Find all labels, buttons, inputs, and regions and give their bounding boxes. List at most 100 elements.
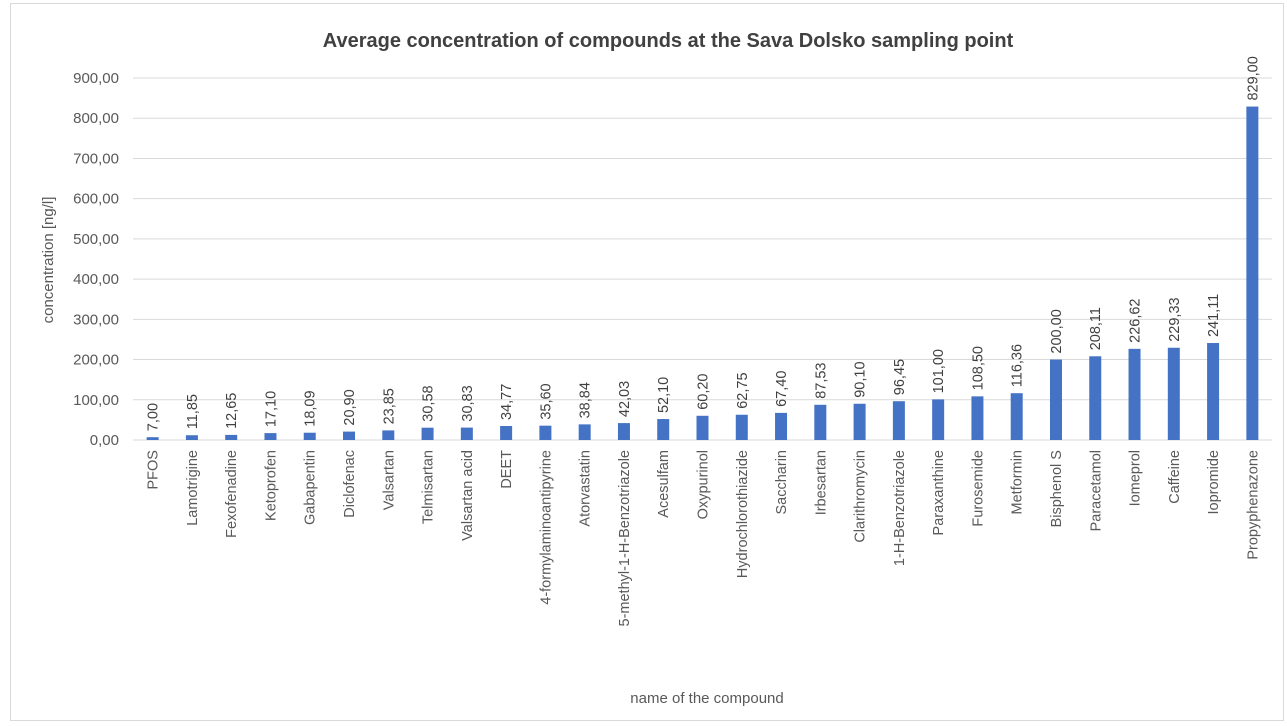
data-label: 67,40 bbox=[774, 371, 790, 407]
category-label: Hydrochlorothiazide bbox=[735, 450, 751, 578]
category-label: 1-H-Benzotriazole bbox=[892, 450, 908, 566]
y-tick-label: 100,00 bbox=[73, 392, 119, 409]
bar bbox=[696, 415, 709, 440]
chart-title: Average concentration of compounds at th… bbox=[323, 30, 1014, 52]
data-label: 42,03 bbox=[617, 381, 633, 417]
data-label: 87,53 bbox=[813, 362, 829, 398]
category-label: Ketoprofen bbox=[263, 450, 279, 521]
bar bbox=[578, 424, 591, 440]
category-label: Fexofenadine bbox=[224, 450, 240, 538]
bar bbox=[421, 427, 434, 440]
data-label: 241,11 bbox=[1206, 294, 1222, 337]
category-label: Paracetamol bbox=[1088, 450, 1104, 531]
data-label: 226,62 bbox=[1128, 298, 1144, 342]
category-label: DEET bbox=[499, 450, 515, 489]
category-label: Lamotrigine bbox=[185, 450, 201, 526]
bar bbox=[892, 401, 905, 440]
data-label: 11,85 bbox=[185, 394, 201, 429]
data-label: 200,00 bbox=[1049, 309, 1065, 353]
category-label: Bisphenol S bbox=[1049, 450, 1065, 527]
bar bbox=[1010, 393, 1023, 440]
category-label: Saccharin bbox=[774, 450, 790, 514]
category-label: Caffeine bbox=[1167, 450, 1183, 504]
bars bbox=[146, 106, 1259, 441]
bar bbox=[264, 433, 277, 440]
data-label: 17,10 bbox=[263, 391, 279, 427]
y-tick-label: 600,00 bbox=[73, 191, 119, 208]
bar bbox=[1167, 347, 1180, 440]
data-label: 23,85 bbox=[381, 388, 397, 424]
data-labels: 7,00 11,85 12,65 17,10 18,09 20,90 23,85 30,58 3… bbox=[146, 56, 1262, 431]
data-label: 208,11 bbox=[1088, 307, 1104, 350]
data-label: 96,45 bbox=[892, 359, 908, 395]
bar bbox=[1128, 348, 1141, 440]
data-label: 12,65 bbox=[224, 393, 240, 429]
bar bbox=[932, 399, 945, 440]
data-label: 34,77 bbox=[499, 384, 515, 420]
category-label: Propyphenazone bbox=[1245, 450, 1261, 560]
category-label: Clarithromycin bbox=[853, 450, 869, 543]
category-label: Iopromide bbox=[1206, 450, 1222, 514]
bar bbox=[343, 431, 356, 440]
bar bbox=[1246, 106, 1259, 441]
data-label: 108,50 bbox=[970, 346, 986, 390]
data-label: 101,00 bbox=[931, 349, 947, 393]
bar bbox=[225, 434, 238, 440]
y-tick-label: 300,00 bbox=[73, 311, 119, 328]
bar bbox=[814, 404, 827, 440]
bar bbox=[775, 412, 788, 440]
y-axis-ticks: 0,00 100,00 200,00 300,00 400,00 500,00 600,00… bbox=[73, 70, 119, 449]
bar bbox=[460, 427, 473, 440]
bar bbox=[1049, 359, 1062, 440]
category-label: Paraxanthine bbox=[931, 450, 947, 535]
y-tick-label: 0,00 bbox=[90, 432, 119, 449]
category-label: Gabapentin bbox=[303, 450, 319, 525]
category-label: Oxypurinol bbox=[696, 450, 712, 519]
data-label: 229,33 bbox=[1167, 297, 1183, 341]
x-axis-categories: PFOS Lamotrigine Fexofenadine Ketoprofen Gab… bbox=[146, 450, 1262, 627]
bar bbox=[853, 403, 866, 440]
bar bbox=[303, 432, 316, 440]
data-label: 35,60 bbox=[538, 383, 554, 419]
data-label: 30,83 bbox=[460, 385, 476, 421]
category-label: Irbesartan bbox=[813, 450, 829, 515]
bar bbox=[185, 435, 198, 440]
bar bbox=[382, 430, 395, 440]
category-label: Valsartan acid bbox=[460, 450, 476, 541]
data-label: 38,84 bbox=[578, 382, 594, 418]
y-tick-label: 400,00 bbox=[73, 271, 119, 288]
data-label: 60,20 bbox=[696, 373, 712, 409]
data-label: 20,90 bbox=[342, 389, 358, 425]
category-label: Valsartan bbox=[381, 450, 397, 510]
bar bbox=[617, 423, 630, 440]
data-label: 18,09 bbox=[303, 390, 319, 426]
data-label: 7,00 bbox=[146, 403, 162, 431]
data-label: 116,36 bbox=[1010, 344, 1026, 387]
data-label: 52,10 bbox=[656, 377, 672, 413]
bar bbox=[735, 414, 748, 440]
category-label: Metformin bbox=[1010, 450, 1026, 514]
bar bbox=[539, 425, 552, 440]
category-label: Diclofenac bbox=[342, 450, 358, 518]
bar bbox=[657, 419, 670, 440]
category-label: PFOS bbox=[146, 450, 162, 489]
category-label: 5-methyl-1-H-Benzotriazole bbox=[617, 450, 633, 626]
y-axis-title: concentration [ng/l] bbox=[40, 197, 57, 324]
category-label: Atorvastatin bbox=[578, 450, 594, 527]
bar bbox=[1089, 356, 1102, 440]
chart-frame bbox=[10, 3, 1284, 721]
category-label: Acesulfam bbox=[656, 450, 672, 518]
category-label: 4-formylaminoantipyrine bbox=[538, 450, 554, 605]
data-label: 30,58 bbox=[421, 385, 437, 421]
data-label: 62,75 bbox=[735, 372, 751, 408]
y-tick-label: 200,00 bbox=[73, 352, 119, 369]
bar bbox=[500, 426, 513, 440]
data-label: 829,00 bbox=[1245, 56, 1261, 100]
bar bbox=[146, 437, 159, 440]
data-label: 90,10 bbox=[853, 361, 869, 397]
category-label: Iomeprol bbox=[1128, 450, 1144, 506]
y-tick-label: 500,00 bbox=[73, 231, 119, 248]
gridlines bbox=[133, 77, 1272, 441]
bar bbox=[971, 396, 984, 440]
